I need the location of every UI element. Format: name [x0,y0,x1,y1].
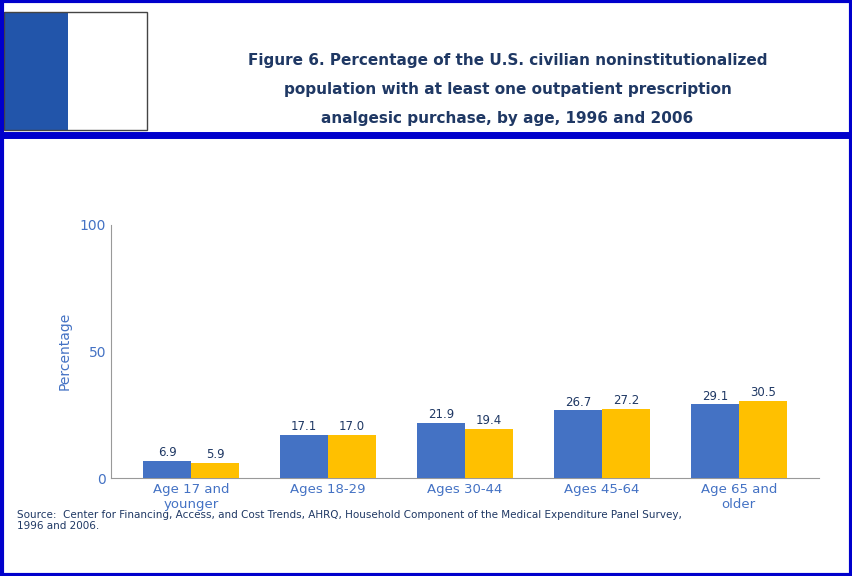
Bar [327,435,376,478]
Bar [143,461,191,478]
Text: 17.0: 17.0 [338,420,365,433]
Bar [417,423,464,478]
Bar [191,463,239,478]
Text: 19.4: 19.4 [475,414,501,427]
Text: 17.1: 17.1 [291,420,317,433]
Text: 6.9: 6.9 [158,446,176,459]
Text: Advancing
Excellence in
Health Care: Advancing Excellence in Health Care [83,77,132,109]
Bar [279,435,327,478]
Text: Source:  Center for Financing, Access, and Cost Trends, AHRQ, Household Componen: Source: Center for Financing, Access, an… [17,510,681,531]
Text: 30.5: 30.5 [749,386,774,399]
Text: Figure 6. Percentage of the U.S. civilian noninstitutionalized: Figure 6. Percentage of the U.S. civilia… [247,53,767,68]
Text: 29.1: 29.1 [701,389,727,403]
Legend: 1996, 2006: 1996, 2006 [367,100,561,133]
Text: 27.2: 27.2 [612,395,638,407]
Bar [602,409,649,478]
Text: analgesic purchase, by age, 1996 and 2006: analgesic purchase, by age, 1996 and 200… [321,111,693,126]
Bar [553,411,602,478]
Text: population with at least one outpatient prescription: population with at least one outpatient … [283,82,731,97]
Bar [738,401,786,478]
Text: AHRQ: AHRQ [76,53,139,71]
Text: 🦅: 🦅 [28,59,43,83]
Bar [690,404,738,478]
Bar [464,429,512,478]
Y-axis label: Percentage: Percentage [57,312,72,391]
Text: 26.7: 26.7 [564,396,590,408]
Text: 21.9: 21.9 [428,408,453,421]
Text: 5.9: 5.9 [205,448,224,461]
